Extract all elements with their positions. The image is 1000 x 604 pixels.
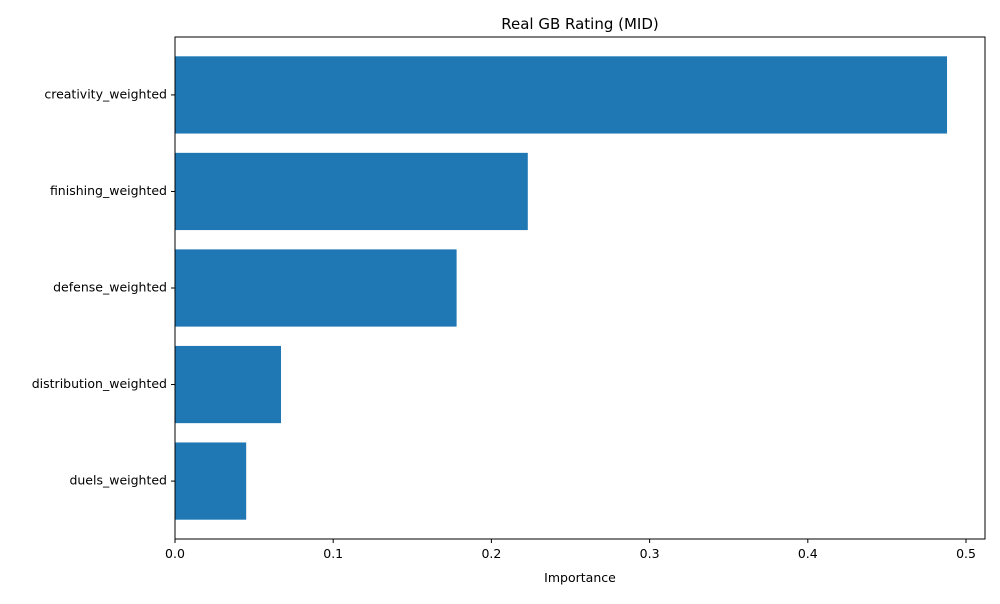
x-ticks-layer: 0.0 0.1 0.2 0.3 0.4 0.5 xyxy=(165,539,976,561)
x-tick-label: 0.0 xyxy=(165,546,185,561)
y-tick-label: creativity_weighted xyxy=(44,86,167,101)
bar-defense-weighted xyxy=(175,249,457,327)
bar-creativity-weighted xyxy=(175,56,948,134)
x-axis-label: Importance xyxy=(544,570,616,585)
x-tick-label: 0.5 xyxy=(956,546,976,561)
y-tick-label: distribution_weighted xyxy=(32,376,167,391)
x-tick-label: 0.3 xyxy=(640,546,660,561)
x-tick-label: 0.2 xyxy=(481,546,501,561)
x-tick-label: 0.4 xyxy=(798,546,818,561)
y-tick-label: finishing_weighted xyxy=(50,183,167,198)
y-ticks-layer: creativity_weighted finishing_weighteddef… xyxy=(32,86,175,488)
y-tick-label: duels_weighted xyxy=(69,473,167,488)
bars-layer xyxy=(175,56,948,520)
chart-title: Real GB Rating (MID) xyxy=(501,15,659,33)
y-tick-label: defense_weighted xyxy=(53,280,167,295)
x-tick-label: 0.1 xyxy=(323,546,343,561)
bar-finishing-weighted xyxy=(175,152,528,231)
bar-distribution-weighted xyxy=(175,345,281,424)
bar-duels-weighted xyxy=(175,442,247,520)
